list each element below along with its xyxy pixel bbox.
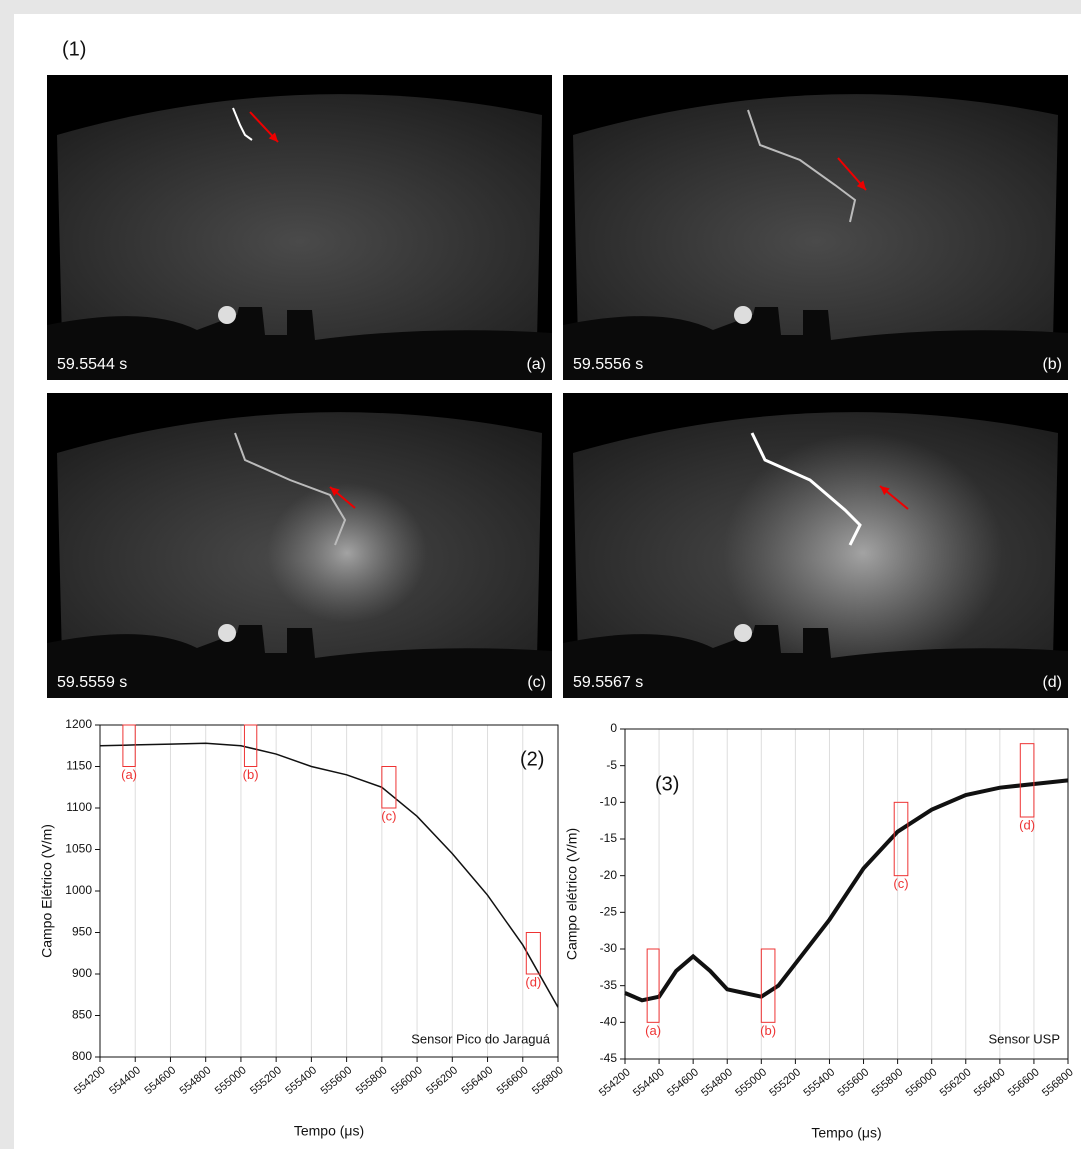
photo: 59.5567 s (d) — [563, 393, 1068, 698]
skyline — [563, 307, 1068, 380]
annotation-box — [122, 724, 136, 767]
chart-note: Sensor Pico do Jaraguá — [411, 1031, 551, 1046]
y-tick-label: -15 — [600, 831, 618, 845]
arrow-head — [330, 487, 340, 497]
light — [218, 306, 236, 324]
annotation-label: (b) — [760, 1023, 776, 1038]
annotation-box — [760, 948, 776, 1023]
y-tick-label: -20 — [600, 868, 618, 882]
chart-title: (3) — [655, 773, 679, 795]
photo-label: (a) — [526, 356, 546, 373]
light — [734, 624, 752, 642]
data-line — [99, 742, 559, 1008]
arrow-head — [880, 486, 890, 496]
photo-time: 59.5559 s — [57, 674, 127, 691]
y-label: Campo Elétrico (V/m) — [39, 824, 55, 958]
annotation-box — [525, 932, 541, 975]
y-tick-label: 950 — [72, 925, 92, 939]
annotation-label: (c) — [381, 808, 396, 823]
y-tick-label: 0 — [610, 721, 617, 735]
lightning — [232, 107, 253, 141]
skyline — [47, 625, 552, 698]
y-tick-label: -25 — [600, 905, 618, 919]
sky — [57, 94, 542, 340]
x-label: Tempo (μs) — [294, 1123, 364, 1139]
sky — [573, 94, 1058, 340]
annotation-label: (c) — [893, 876, 908, 891]
y-tick-label: 850 — [72, 1008, 92, 1022]
data-line — [624, 778, 1069, 1003]
y-tick-label: 1200 — [65, 717, 92, 731]
skyline — [47, 307, 552, 380]
annotation-label: (b) — [243, 767, 259, 782]
glow — [267, 483, 427, 623]
skyline — [563, 625, 1068, 698]
y-tick-label: -45 — [600, 1051, 618, 1065]
annotation-box — [1019, 743, 1035, 818]
chart-note: Sensor USP — [988, 1031, 1060, 1046]
photo-label: (d) — [1042, 674, 1062, 691]
annotation-label: (a) — [121, 767, 137, 782]
lightning — [234, 432, 347, 546]
annotation-box — [381, 766, 397, 809]
annotation-box — [646, 948, 660, 1023]
photo: 59.5556 s (b) — [563, 75, 1068, 380]
x-label: Tempo (μs) — [811, 1125, 881, 1141]
plot-frame — [624, 728, 1069, 1060]
y-label: Campo elétrico (V/m) — [564, 828, 580, 960]
annotation-label: (d) — [1019, 817, 1035, 832]
light — [218, 624, 236, 642]
photo: 59.5544 s (a) — [47, 75, 552, 380]
photo-label: (b) — [1042, 356, 1062, 373]
y-tick-label: 1100 — [66, 800, 92, 814]
y-tick-label: 1150 — [66, 759, 92, 773]
y-tick-label: -5 — [606, 758, 617, 772]
y-tick-label: 1050 — [65, 842, 92, 856]
y-tick-label: 1000 — [65, 883, 92, 897]
annotation-box — [893, 801, 909, 877]
arrow-head — [268, 132, 278, 142]
photo-label: (c) — [527, 674, 546, 691]
y-tick-label: -10 — [600, 795, 618, 809]
light — [734, 306, 752, 324]
plot-frame — [99, 724, 559, 1058]
glow — [723, 433, 1003, 673]
y-tick-label: -40 — [600, 1015, 618, 1029]
annotation-label: (d) — [525, 974, 541, 989]
chart-title: (2) — [520, 748, 544, 770]
annotation-label: (a) — [645, 1023, 661, 1038]
panel-label: (1) — [62, 38, 86, 60]
photo: 59.5559 s (c) — [47, 393, 552, 698]
annotation-box — [243, 724, 258, 767]
lightning — [747, 109, 857, 223]
photo-time: 59.5544 s — [57, 356, 127, 373]
photo-time: 59.5556 s — [573, 356, 643, 373]
y-tick-label: -30 — [600, 941, 618, 955]
lightning — [750, 432, 862, 546]
photo-time: 59.5567 s — [573, 674, 643, 691]
y-tick-label: -35 — [600, 978, 618, 992]
arrow-head — [856, 180, 866, 190]
y-tick-label: 900 — [72, 966, 92, 980]
y-tick-label: 800 — [72, 1049, 92, 1063]
